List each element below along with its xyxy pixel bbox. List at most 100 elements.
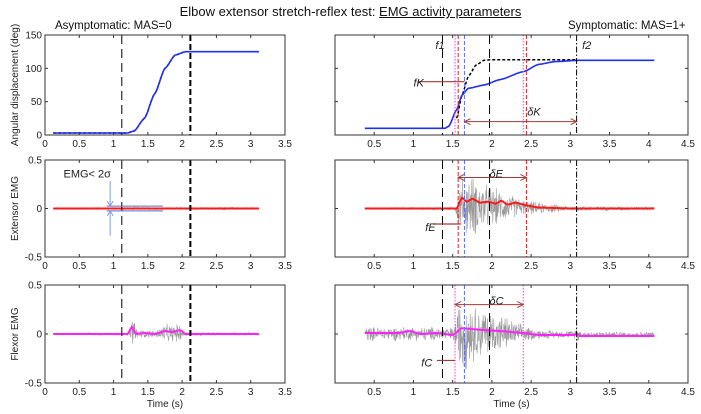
x-tick-label: 1 [411, 139, 417, 150]
annotation-label: EMG< 2σ [64, 169, 112, 181]
annotation: δC [453, 296, 525, 309]
right-flexor-panel: 0.5 1 1.5 2 2.5 3 3.5 4 4.5 Time (s) δC fC [334, 284, 695, 410]
x-tick-label: 3.5 [603, 139, 617, 150]
x-tick-label: 3 [248, 387, 254, 398]
x-tick-label: 0.5 [367, 261, 381, 272]
arrow-head-right [570, 118, 578, 126]
left-subtitle: Asymptomatic: MAS=0 [55, 20, 172, 32]
annotation: EMG< 2σ [64, 169, 163, 236]
x-tick-label: 3.5 [603, 387, 617, 398]
x-tick-label: 0.5 [367, 139, 381, 150]
arrow-head-left [463, 118, 471, 126]
x-tick-label: 1 [111, 139, 117, 150]
x-tick-label: 1.5 [141, 261, 155, 272]
annotation-label: δC [490, 296, 504, 308]
x-tick-label: 3.5 [278, 261, 292, 272]
y-tick-label: 0 [36, 131, 42, 142]
annotation-label: δE [490, 169, 504, 181]
y-tick-label: 0.5 [28, 156, 42, 167]
x-tick-label: 2.5 [209, 261, 223, 272]
arrow-head-left [453, 301, 462, 309]
annotation-label: fE [425, 222, 436, 234]
y-tick-label: 0 [36, 204, 42, 215]
x-tick-label: 1.5 [446, 261, 460, 272]
annotation-label: f2 [582, 40, 591, 52]
annotation-label: δK [527, 107, 541, 119]
y-axis-label: Flexor EMG [10, 307, 21, 361]
arrow-head-right [517, 301, 525, 309]
y-tick-label: -0.5 [25, 379, 43, 390]
axes-frame [44, 34, 286, 136]
x-tick-label: 3.5 [278, 139, 292, 150]
right-displacement-panel: 0.5 1 1.5 2 2.5 3 3.5 4 4.5 f1 f2 fK δK [334, 34, 695, 150]
annotation-label: fK [413, 77, 424, 89]
raw-emg-trace [364, 178, 655, 234]
x-tick-label: 2 [489, 387, 495, 398]
x-tick-label: 2 [489, 139, 495, 150]
x-tick-label: 2 [179, 387, 185, 398]
annotation: δE [457, 169, 528, 181]
x-tick-label: 1.5 [141, 139, 155, 150]
x-tick-label: 2.5 [524, 139, 538, 150]
x-tick-label: 4.5 [681, 139, 695, 150]
x-tick-label: 0 [42, 261, 48, 272]
x-tick-label: 4 [646, 387, 652, 398]
y-tick-label: 0.5 [28, 281, 42, 292]
x-tick-label: 0 [42, 139, 48, 150]
x-tick-label: 4 [646, 261, 652, 272]
x-tick-label: 1.5 [446, 139, 460, 150]
title-text: Elbow extensor stretch-reflex test: [179, 4, 380, 19]
annotation-label: f1 [435, 40, 444, 52]
annotation: fK [413, 77, 465, 89]
x-axis-label: Time (s) [147, 399, 183, 410]
reference-curve [455, 58, 577, 119]
annotation-label: fC [421, 357, 432, 369]
arrow-head [106, 209, 114, 217]
x-tick-label: 0.5 [367, 387, 381, 398]
arrow-head-right [520, 174, 528, 181]
y-axis-label: Extensor EMG [10, 176, 21, 241]
series-line [364, 59, 655, 130]
title-underlined-text: EMG activity parameters [379, 4, 522, 19]
x-tick-label: 0.5 [72, 387, 86, 398]
x-tick-label: 3 [568, 387, 574, 398]
y-tick-label: -0.5 [25, 253, 43, 264]
figure-title: Elbow extensor stretch-reflex test: EMG … [0, 4, 701, 19]
x-axis-label: Time (s) [493, 399, 529, 410]
x-tick-label: 1.5 [141, 387, 155, 398]
y-tick-label: 0 [36, 330, 42, 341]
left-displacement-panel: 0 0.5 1 1.5 2 2.5 3 3.5 0 50 100 150 Angular displac… [10, 24, 292, 150]
x-tick-label: 2.5 [209, 139, 223, 150]
y-tick-label: 150 [25, 31, 42, 42]
raw-emg-trace [364, 308, 655, 369]
x-tick-label: 2.5 [524, 387, 538, 398]
x-tick-label: 0.5 [72, 261, 86, 272]
x-tick-label: 1 [111, 261, 117, 272]
x-tick-label: 2.5 [209, 387, 223, 398]
series-line [364, 327, 655, 337]
y-axis-label: Angular displacement (deg) [10, 24, 21, 146]
x-tick-label: 2 [179, 139, 185, 150]
y-tick-label: 50 [31, 97, 43, 108]
arrow-head-left [457, 174, 465, 181]
x-tick-label: 2 [179, 261, 185, 272]
right-extensor-panel: 0.5 1 1.5 2 2.5 3 3.5 4 4.5 δE fE [334, 159, 695, 272]
x-tick-label: 2 [489, 261, 495, 272]
x-tick-label: 4 [646, 139, 652, 150]
x-tick-label: 3 [248, 139, 254, 150]
x-tick-label: 0.5 [72, 139, 86, 150]
x-tick-label: 3.5 [603, 261, 617, 272]
axes-frame [334, 34, 689, 136]
x-tick-label: 3.5 [278, 387, 292, 398]
x-tick-label: 3 [568, 261, 574, 272]
x-tick-label: 1 [411, 387, 417, 398]
annotation: fE [425, 222, 461, 234]
x-tick-label: 1.5 [446, 387, 460, 398]
x-tick-label: 3 [248, 261, 254, 272]
raw-emg-trace [53, 321, 259, 344]
right-subtitle: Symptomatic: MAS=1+ [568, 20, 686, 32]
x-tick-label: 2.5 [524, 261, 538, 272]
